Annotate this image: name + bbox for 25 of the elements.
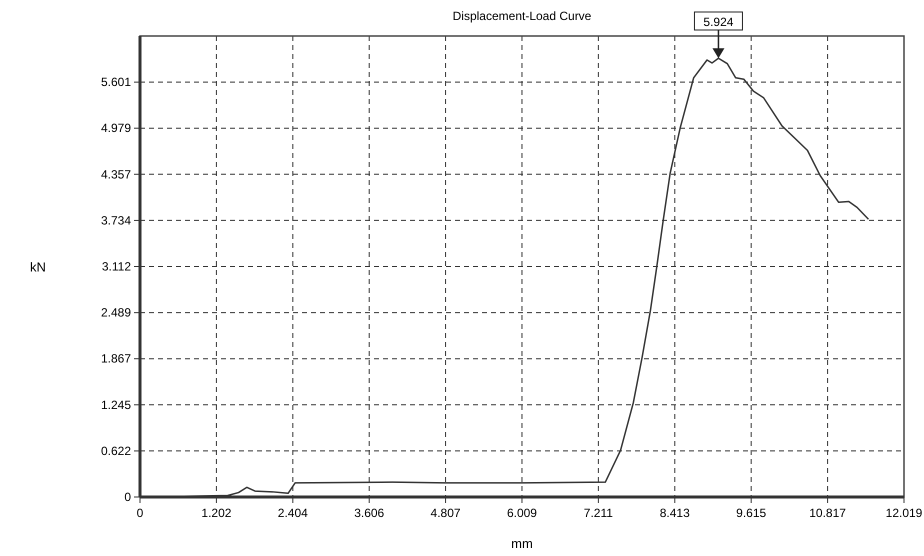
- y-tick-label: 5.601: [100, 75, 132, 90]
- x-tick-label: 10.817: [809, 506, 846, 520]
- y-axis-title: kN: [30, 260, 46, 274]
- x-tick-label: 7.211: [584, 506, 614, 520]
- y-tick-label: 4.979: [100, 121, 132, 136]
- x-tick-label: 0: [136, 506, 144, 520]
- chart-title: Displacement-Load Curve: [452, 9, 592, 23]
- y-tick-label: 0: [124, 490, 132, 504]
- x-tick-label: 4.807: [430, 506, 461, 520]
- y-tick-label: 3.112: [102, 260, 132, 274]
- y-tick-label: 1.245: [100, 398, 132, 412]
- x-axis-title: mm: [511, 536, 533, 551]
- x-tick-label: 12.019: [886, 506, 923, 520]
- x-tick-label: 9.615: [736, 506, 767, 520]
- y-tick-label: 1.867: [100, 352, 132, 366]
- y-tick-label: 2.489: [100, 306, 132, 320]
- annotation: 5.924: [703, 15, 734, 29]
- y-tick-label: 4.357: [100, 167, 132, 182]
- x-tick-label: 1.202: [201, 506, 232, 520]
- y-tick-label: 0.622: [100, 444, 132, 458]
- x-tick-label: 2.404: [278, 506, 308, 520]
- y-tick-label: 3.734: [100, 213, 132, 228]
- x-tick-label: 8.413: [660, 506, 690, 520]
- x-tick-label: 3.606: [354, 506, 385, 520]
- x-tick-label: 6.009: [506, 506, 538, 520]
